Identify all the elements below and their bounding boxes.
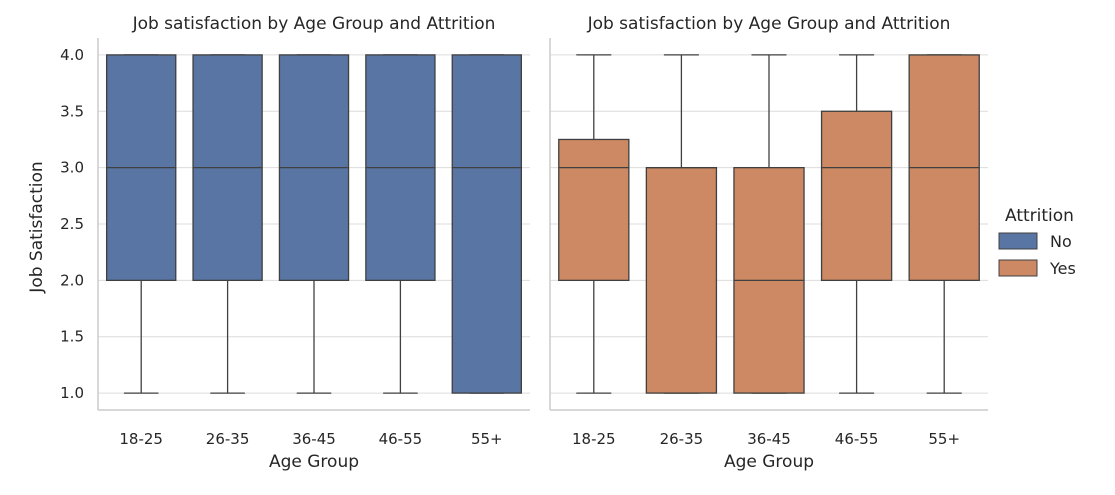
y-tick-label: 2.5 <box>60 215 84 233</box>
x-tick-label: 46-55 <box>379 430 423 448</box>
x-tick-label: 26-35 <box>206 430 250 448</box>
y-axis-label: Job Satisfaction <box>27 161 47 293</box>
y-tick-label: 4.0 <box>60 46 84 64</box>
legend-title: Attrition <box>1005 206 1074 226</box>
legend-swatch-yes <box>998 259 1038 277</box>
x-tick-label: 18-25 <box>119 430 163 448</box>
panel-attrition-yes: 18-25 26-35 36-45 46-55 55+ Job satisfaction… <box>549 14 988 472</box>
axes: 18-25 26-35 36-45 46-55 55+ <box>549 38 988 448</box>
y-tick-label: 1.5 <box>60 328 84 346</box>
x-tick-label: 36-45 <box>292 430 336 448</box>
boxes <box>105 54 523 394</box>
y-tick-label: 1.0 <box>60 384 84 402</box>
box-iqr <box>645 166 718 394</box>
legend-swatch-no <box>998 232 1038 250</box>
x-axis-label: Age Group <box>269 452 359 472</box>
x-tick-label: 36-45 <box>747 430 791 448</box>
legend-label-yes: Yes <box>1049 259 1076 278</box>
y-tick-label: 3.5 <box>60 102 84 120</box>
box-iqr <box>820 110 893 282</box>
x-tick-label: 55+ <box>471 430 503 448</box>
box-iqr <box>558 138 630 282</box>
y-tick-label: 2.0 <box>60 271 84 289</box>
x-tick-label: 26-35 <box>660 430 704 448</box>
x-axis-label: Age Group <box>724 452 814 472</box>
x-tick-label: 46-55 <box>835 430 879 448</box>
legend-label-no: No <box>1050 232 1072 251</box>
boxes <box>558 54 980 394</box>
y-tick-label: 3.0 <box>60 159 84 177</box>
box-iqr <box>451 54 523 394</box>
x-tick-label: 18-25 <box>572 430 616 448</box>
axes: 1.0 1.5 2.0 2.5 3.0 3.5 4.0 18-25 26-35 36-45 46-5… <box>60 38 530 448</box>
legend: Attrition No Yes <box>998 206 1076 278</box>
panel-title: Job satisfaction by Age Group and Attrit… <box>587 14 951 34</box>
panel-title: Job satisfaction by Age Group and Attrit… <box>132 14 496 34</box>
panel-attrition-no: 1.0 1.5 2.0 2.5 3.0 3.5 4.0 18-25 26-35 36-45 46-5… <box>27 14 530 472</box>
x-tick-label: 55+ <box>928 430 960 448</box>
